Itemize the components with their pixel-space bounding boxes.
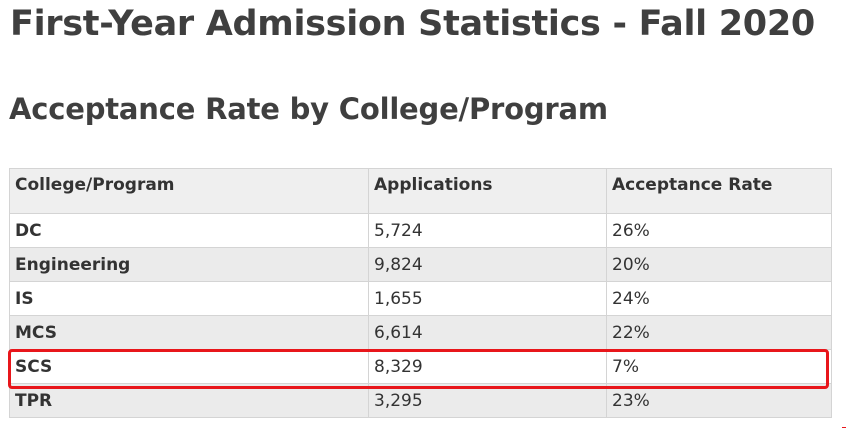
annotation-mark xyxy=(842,427,846,428)
table-header-row: College/Program Applications Acceptance … xyxy=(9,168,832,214)
cell-acceptance-rate: 20% xyxy=(606,247,832,282)
cell-applications: 6,614 xyxy=(368,315,607,350)
table-row: MCS 6,614 22% xyxy=(9,315,832,350)
table-row: Engineering 9,824 20% xyxy=(9,247,832,282)
cell-applications: 5,724 xyxy=(368,213,607,248)
table-row: TPR 3,295 23% xyxy=(9,383,832,418)
table-row-highlighted: SCS 8,329 7% xyxy=(9,349,832,384)
cell-program: DC xyxy=(9,213,369,248)
cell-acceptance-rate: 22% xyxy=(606,315,832,350)
cell-applications: 3,295 xyxy=(368,383,607,418)
column-header-applications: Applications xyxy=(368,168,607,214)
column-header-program: College/Program xyxy=(9,168,369,214)
cell-applications: 9,824 xyxy=(368,247,607,282)
cell-program: SCS xyxy=(9,349,369,384)
page-title: First-Year Admission Statistics - Fall 2… xyxy=(10,4,815,44)
table-row: IS 1,655 24% xyxy=(9,281,832,316)
section-heading: Acceptance Rate by College/Program xyxy=(9,92,608,126)
column-header-acceptance-rate: Acceptance Rate xyxy=(606,168,832,214)
cell-acceptance-rate: 24% xyxy=(606,281,832,316)
cell-acceptance-rate: 26% xyxy=(606,213,832,248)
cell-acceptance-rate: 23% xyxy=(606,383,832,418)
cell-program: Engineering xyxy=(9,247,369,282)
admission-stats-table: College/Program Applications Acceptance … xyxy=(9,168,832,418)
cell-program: MCS xyxy=(9,315,369,350)
cell-program: TPR xyxy=(9,383,369,418)
cell-applications: 8,329 xyxy=(368,349,607,384)
cell-applications: 1,655 xyxy=(368,281,607,316)
cell-acceptance-rate: 7% xyxy=(606,349,832,384)
cell-program: IS xyxy=(9,281,369,316)
table-row: DC 5,724 26% xyxy=(9,213,832,248)
